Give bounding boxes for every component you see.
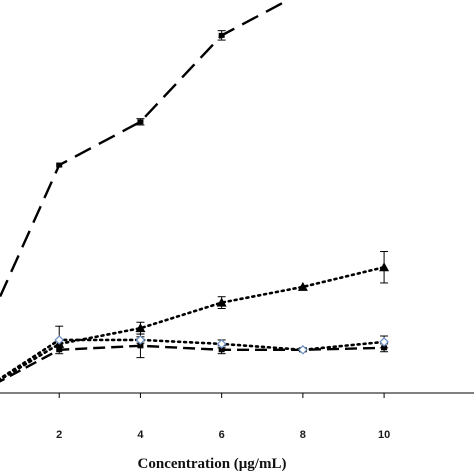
x-tick-label: 10	[378, 429, 390, 441]
data-point-triangle	[379, 262, 390, 272]
data-point-triangle	[135, 323, 146, 333]
x-tick-label: 6	[219, 429, 225, 441]
data-point-triangle	[216, 297, 227, 307]
data-point-square	[137, 119, 144, 125]
series-1	[0, 0, 291, 300]
series-line	[0, 265, 386, 382]
series-layer	[0, 0, 390, 383]
data-point-triangle	[297, 281, 308, 291]
data-point-diamond	[216, 339, 227, 349]
data-point-diamond	[379, 337, 389, 347]
data-point-square	[137, 343, 144, 349]
series-2	[0, 251, 390, 382]
x-tick-label: 4	[137, 429, 144, 441]
series-4	[0, 325, 389, 381]
data-point-square	[218, 32, 225, 38]
data-point-square	[218, 347, 225, 353]
data-point-diamond	[298, 344, 308, 355]
data-point-diamond	[54, 335, 65, 345]
x-tick-label: 2	[56, 429, 62, 441]
x-axis-title: Concentration (μg/mL)	[138, 456, 287, 472]
data-point-diamond	[135, 335, 146, 345]
series-line	[0, 0, 291, 300]
x-tick-label: 8	[300, 429, 306, 441]
data-point-square	[56, 162, 63, 168]
x-axis-ticks: 2 4 6 8 10	[56, 393, 390, 441]
series-line	[0, 338, 386, 381]
series-line	[0, 344, 385, 383]
